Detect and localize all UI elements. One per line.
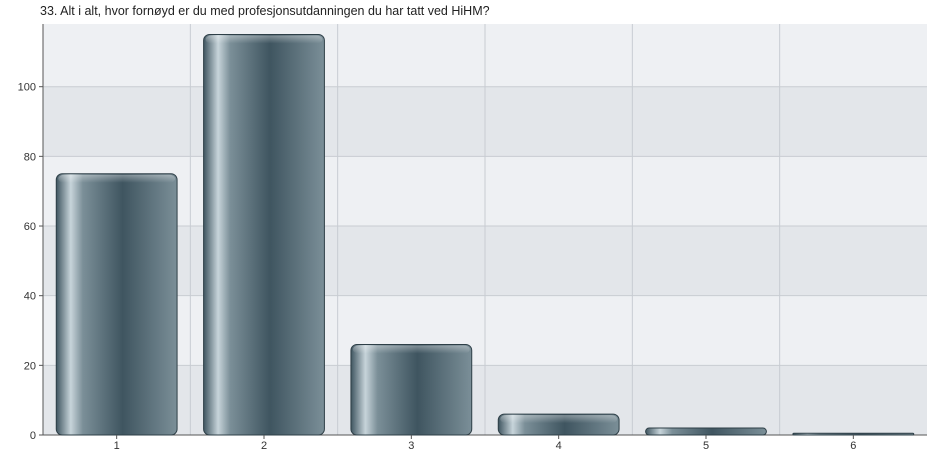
bar-2 bbox=[203, 33, 325, 436]
x-tick-label: 1 bbox=[114, 440, 120, 452]
y-tick-label: 20 bbox=[24, 360, 36, 372]
bar-highlight bbox=[58, 174, 176, 183]
bar-6 bbox=[792, 432, 915, 436]
axes bbox=[42, 24, 927, 436]
x-tick-label: 5 bbox=[703, 440, 709, 452]
bar-body bbox=[55, 173, 178, 436]
bar-highlight bbox=[205, 35, 323, 44]
x-tick-label: 3 bbox=[408, 440, 414, 452]
bar-highlight bbox=[500, 415, 618, 424]
y-tick-label: 0 bbox=[30, 430, 36, 442]
x-tick-label: 6 bbox=[850, 440, 856, 452]
bar-4 bbox=[497, 413, 620, 436]
y-tick-label: 100 bbox=[18, 82, 36, 94]
bar-body bbox=[792, 432, 915, 436]
bar-body bbox=[645, 427, 767, 436]
bar-highlight bbox=[352, 345, 470, 354]
y-axis-ticks: 0 20 40 60 80 100 bbox=[18, 82, 43, 442]
bar-3 bbox=[350, 343, 473, 436]
y-tick-label: 60 bbox=[24, 221, 36, 233]
bar-body bbox=[350, 343, 473, 436]
x-tick-label: 2 bbox=[261, 440, 267, 452]
y-tick-label: 40 bbox=[24, 291, 36, 303]
bar-body bbox=[203, 33, 325, 436]
x-axis-ticks: 1 2 3 4 5 6 bbox=[114, 435, 856, 452]
bars bbox=[55, 33, 915, 436]
chart-title: 33. Alt i alt, hvor fornøyd er du med pr… bbox=[40, 4, 490, 18]
x-tick-label: 4 bbox=[556, 440, 562, 452]
bar-1 bbox=[55, 173, 178, 436]
y-tick-label: 80 bbox=[24, 151, 36, 163]
bar-5 bbox=[645, 427, 767, 436]
